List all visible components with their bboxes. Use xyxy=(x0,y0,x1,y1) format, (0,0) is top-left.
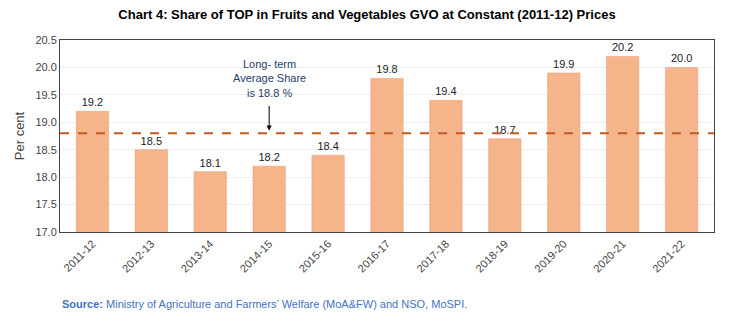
svg-text:2014-15: 2014-15 xyxy=(237,238,274,275)
svg-text:19.8: 19.8 xyxy=(376,63,397,75)
svg-text:Chart 4: Share of TOP in Fruit: Chart 4: Share of TOP in Fruits and Vege… xyxy=(118,7,615,22)
svg-text:18.7: 18.7 xyxy=(494,124,515,136)
svg-text:19.5: 19.5 xyxy=(35,89,56,101)
svg-text:20.0: 20.0 xyxy=(671,52,692,64)
svg-text:2021-22: 2021-22 xyxy=(650,238,687,275)
svg-text:17.0: 17.0 xyxy=(35,226,56,238)
svg-text:2015-16: 2015-16 xyxy=(296,238,333,275)
svg-text:Long- termAverage Shareis 18.8: Long- termAverage Shareis 18.8 % xyxy=(233,58,306,99)
svg-text:2012-13: 2012-13 xyxy=(120,238,157,275)
svg-text:19.0: 19.0 xyxy=(35,116,56,128)
svg-text:18.1: 18.1 xyxy=(200,157,221,169)
svg-text:2017-18: 2017-18 xyxy=(414,238,451,275)
svg-text:2018-19: 2018-19 xyxy=(473,238,510,275)
svg-text:19.9: 19.9 xyxy=(553,58,574,70)
svg-text:17.5: 17.5 xyxy=(35,198,56,210)
svg-text:Per cent: Per cent xyxy=(12,111,27,160)
svg-text:20.5: 20.5 xyxy=(35,34,56,46)
svg-text:20.0: 20.0 xyxy=(35,61,56,73)
svg-text:18.5: 18.5 xyxy=(35,144,56,156)
svg-text:18.2: 18.2 xyxy=(258,151,279,163)
svg-text:2016-17: 2016-17 xyxy=(355,238,392,275)
svg-text:19.4: 19.4 xyxy=(435,85,456,97)
svg-text:18.5: 18.5 xyxy=(141,135,162,147)
svg-text:19.2: 19.2 xyxy=(82,96,103,108)
svg-text:2013-14: 2013-14 xyxy=(179,238,216,275)
svg-text:20.2: 20.2 xyxy=(612,41,633,53)
svg-text:Source: Ministry of Agricultur: Source: Ministry of Agriculture and Farm… xyxy=(62,298,467,310)
svg-text:2020-21: 2020-21 xyxy=(591,238,628,275)
svg-text:18.4: 18.4 xyxy=(317,140,338,152)
svg-text:2011-12: 2011-12 xyxy=(61,238,97,274)
svg-text:2019-20: 2019-20 xyxy=(532,238,569,275)
svg-text:18.0: 18.0 xyxy=(35,171,56,183)
